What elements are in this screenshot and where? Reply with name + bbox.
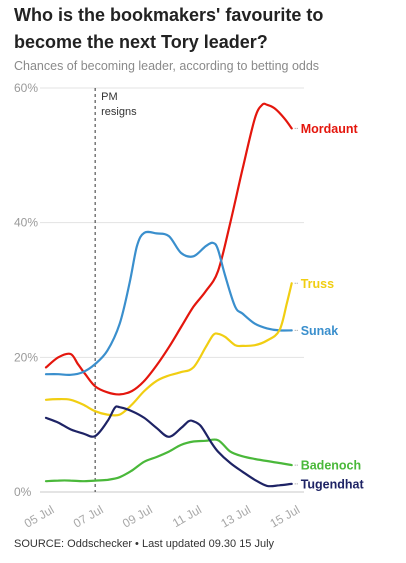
annotation-label: PM bbox=[101, 91, 118, 103]
y-tick-label: 20% bbox=[14, 350, 38, 364]
series-label-mordaunt: Mordaunt bbox=[301, 122, 359, 136]
series-line-truss bbox=[44, 282, 293, 417]
series-label-badenoch: Badenoch bbox=[301, 459, 361, 473]
x-tick-label: 15 Jul bbox=[267, 502, 302, 530]
x-tick-label: 05 Jul bbox=[22, 502, 57, 530]
x-tick-label: 07 Jul bbox=[71, 502, 106, 530]
series-line-mordaunt bbox=[44, 102, 293, 396]
source-note: SOURCE: Oddschecker • Last updated 09.30… bbox=[14, 538, 275, 550]
x-tick-label: 09 Jul bbox=[120, 502, 155, 530]
y-tick-label: 0% bbox=[14, 485, 32, 499]
y-tick-label: 60% bbox=[14, 81, 38, 95]
x-tick-label: 11 Jul bbox=[170, 502, 204, 530]
series-label-tugendhat: Tugendhat bbox=[301, 477, 365, 491]
chart-title: Who is the bookmakers' favourite to beco… bbox=[14, 5, 324, 52]
series-line-sunak bbox=[44, 230, 293, 376]
annotation-label: resigns bbox=[101, 106, 137, 118]
series-line-tugendhat bbox=[44, 405, 293, 488]
series-label-sunak: Sunak bbox=[301, 324, 339, 338]
chart-subtitle: Chances of becoming leader, according to… bbox=[14, 59, 320, 73]
series-line-badenoch bbox=[44, 438, 293, 483]
x-tick-label: 13 Jul bbox=[218, 502, 253, 530]
y-tick-label: 40% bbox=[14, 216, 38, 230]
series-label-truss: Truss bbox=[301, 277, 334, 291]
